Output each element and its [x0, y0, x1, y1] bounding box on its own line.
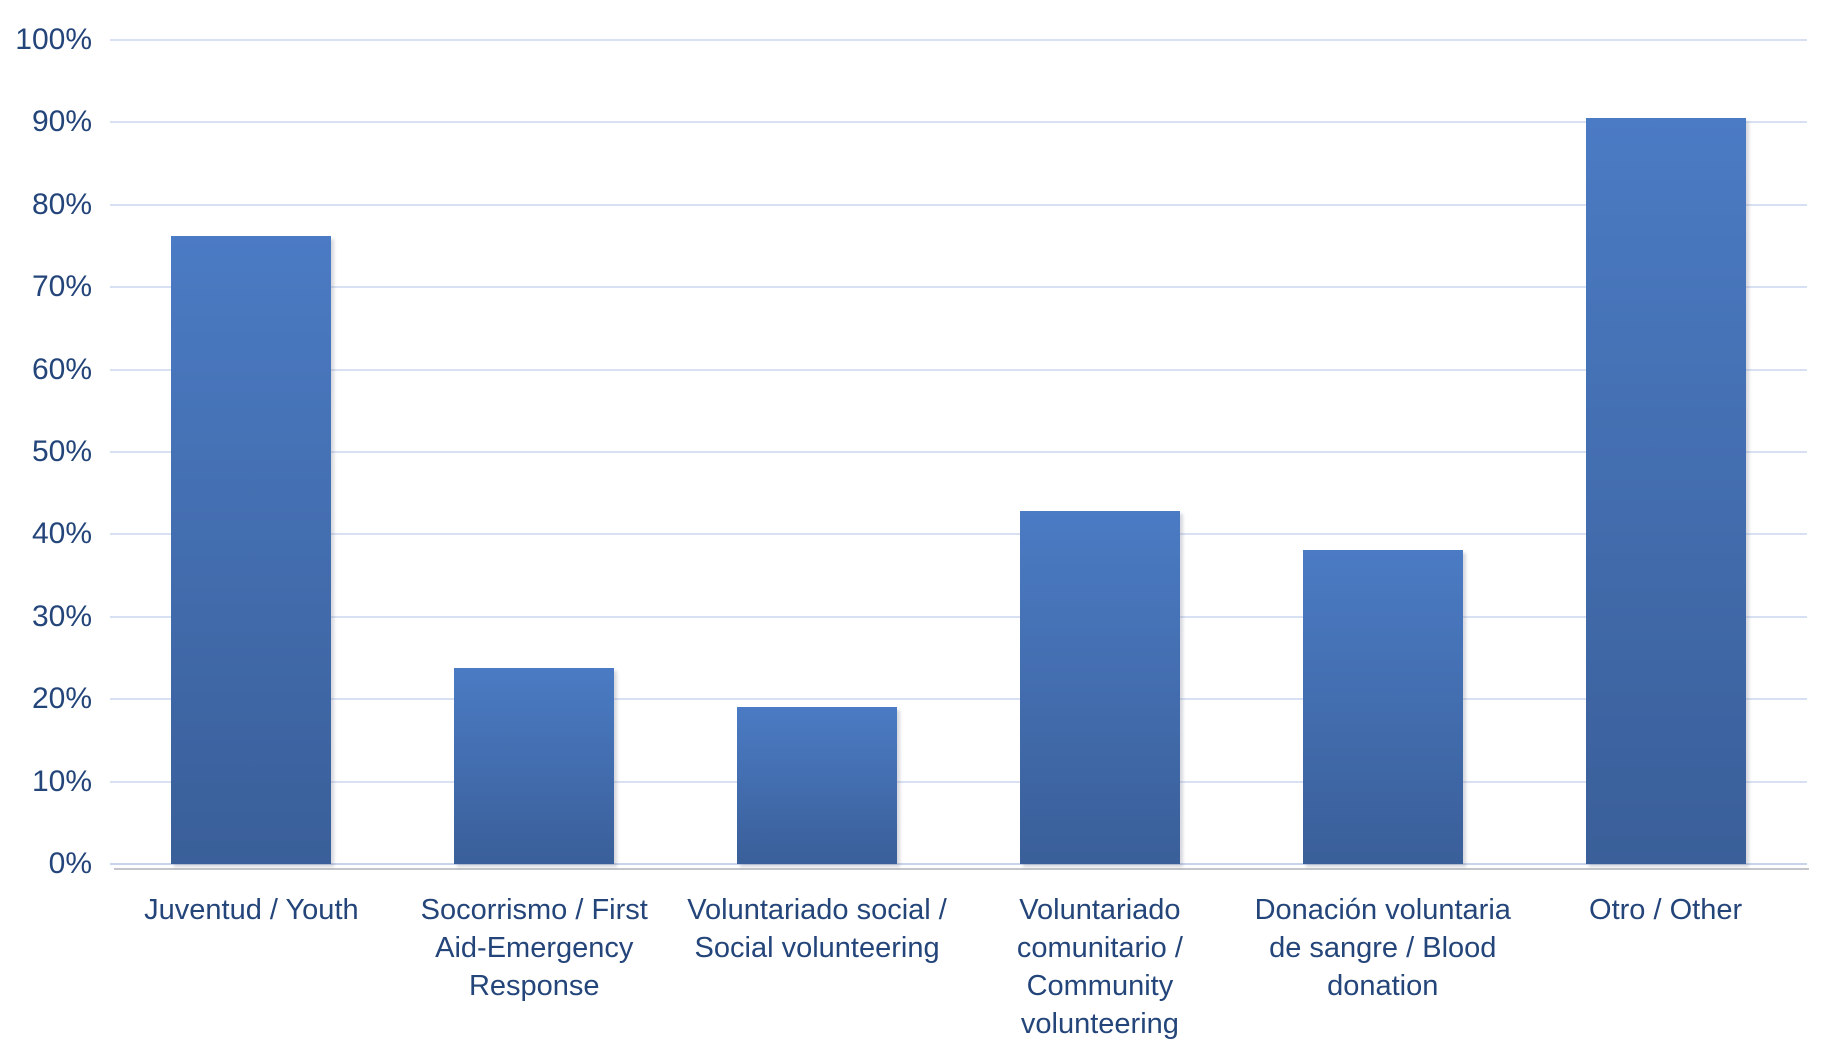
y-axis-tick-label-10: 10% [31, 764, 92, 798]
x-axis-category-label-line: donation [1327, 970, 1439, 1002]
x-axis-category-label-line: Aid-Emergency [435, 932, 634, 964]
y-axis-tick-label-90: 90% [31, 105, 92, 139]
x-axis-line-shadow [114, 868, 1809, 870]
gridline-20 [110, 698, 1807, 701]
x-axis-category-label-line: Response [468, 970, 600, 1002]
gridline-40 [110, 533, 1807, 536]
x-axis-category-label-donacion-voluntaria-de-sangre: Donación voluntaria de sangre / Blood dona… [1238, 891, 1528, 1005]
y-axis-tick-label-100: 100% [15, 23, 92, 56]
bar-donacion-voluntaria-de-sangre [1302, 550, 1463, 864]
y-axis-tick-label-40: 40% [31, 517, 92, 551]
x-axis-category-label-line: Otro / Other [1589, 894, 1743, 926]
gridline-100 [110, 39, 1807, 41]
y-axis-tick-label-80: 80% [31, 187, 92, 221]
bar-socorrismo-first-aid-emergency-response [454, 667, 615, 864]
x-axis-category-label-line: Social volunteering [694, 932, 940, 964]
x-axis-category-label-line: comunitario / [1016, 932, 1183, 964]
x-axis-category-label-line: de sangre / Blood [1269, 932, 1497, 964]
y-axis-tick-label-50: 50% [31, 435, 92, 468]
y-axis-tick-label-20: 20% [31, 682, 92, 716]
x-axis-category-label-line: Community [1026, 970, 1174, 1002]
y-axis-tick-label-60: 60% [31, 352, 92, 386]
y-axis-tick-label-70: 70% [31, 270, 92, 304]
x-axis-category-label-line: Socorrismo / First [420, 894, 648, 926]
bar-voluntariado-comunitario [1019, 510, 1180, 864]
bar-voluntariado-social [737, 707, 898, 864]
gridline-30 [110, 615, 1807, 618]
x-axis-category-label-line: Voluntariado social / [687, 894, 947, 926]
x-axis-category-label-line: Juventud / Youth [144, 894, 359, 926]
x-axis-category-label-voluntariado-comunitario: Voluntariado comunitario / Community volunt… [955, 891, 1245, 1043]
x-axis-category-label-line: Voluntariado [1019, 894, 1181, 926]
bar-juventud-youth [171, 236, 332, 864]
y-axis-tick-label-0: 0% [48, 847, 92, 880]
y-axis-tick-label-30: 30% [31, 599, 92, 633]
x-axis-category-label-otro-other: Otro / Other [1521, 891, 1811, 929]
bar-otro-other [1585, 118, 1746, 864]
gridline-60 [110, 368, 1807, 371]
x-axis-category-label-line: Donación voluntaria [1254, 894, 1511, 926]
gridline-80 [110, 203, 1807, 206]
x-axis-category-label-juventud-youth: Juventud / Youth [106, 891, 396, 929]
gridline-50 [110, 451, 1807, 453]
x-axis-category-label-socorrismo-first-aid-emergency-response: Socorrismo / First Aid-Emergency Response [389, 891, 679, 1005]
gridline-70 [110, 286, 1807, 289]
x-axis-line [110, 863, 1807, 865]
gridline-10 [110, 780, 1807, 783]
x-axis-category-label-line: volunteering [1020, 1008, 1179, 1040]
x-axis-category-label-voluntariado-social: Voluntariado social / Social volunteering [672, 891, 962, 967]
gridline-90 [110, 121, 1807, 124]
